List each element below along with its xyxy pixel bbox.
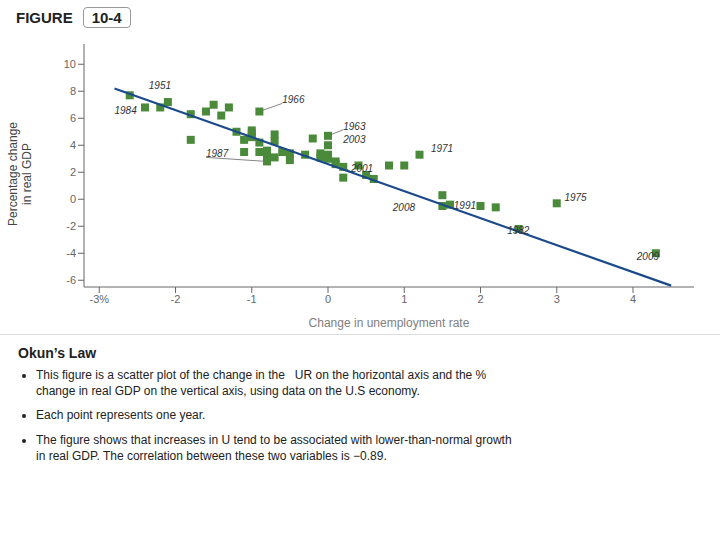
svg-text:2003: 2003	[342, 134, 366, 145]
svg-text:2001: 2001	[350, 163, 373, 174]
svg-text:2: 2	[477, 293, 483, 305]
svg-text:Percentage changein real GDP: Percentage changein real GDP	[8, 122, 34, 226]
svg-text:1991: 1991	[454, 200, 476, 211]
svg-text:2009: 2009	[636, 251, 660, 262]
svg-text:1966: 1966	[282, 94, 305, 105]
svg-text:1975: 1975	[564, 192, 587, 203]
svg-text:6: 6	[70, 112, 76, 124]
html-text:Each point represents one year: Each point represents one year.	[36, 408, 206, 423]
svg-text:10: 10	[64, 58, 76, 70]
svg-text:8: 8	[70, 85, 76, 97]
svg-text:Change in unemployment rate: Change in unemployment rate	[309, 316, 470, 330]
svg-text:3: 3	[554, 293, 560, 305]
svg-text:1987: 1987	[206, 148, 229, 159]
html-text:This figure is a scatter plot: This figure is a scatter plot of the cha…	[36, 368, 487, 399]
html-text:FIGURE: FIGURE	[16, 8, 73, 26]
svg-text:4: 4	[630, 293, 636, 305]
svg-text:1963: 1963	[343, 121, 366, 132]
svg-text:1951: 1951	[149, 80, 171, 91]
svg-text:-1: -1	[247, 293, 257, 305]
svg-text:-2: -2	[171, 293, 181, 305]
svg-text:0: 0	[70, 193, 76, 205]
svg-text:-3%: -3%	[89, 293, 109, 305]
svg-text:1971: 1971	[431, 143, 453, 154]
svg-text:1982: 1982	[507, 225, 530, 236]
svg-text:-6: -6	[66, 274, 76, 286]
html-text:The figure shows that increase: The figure shows that increases in U ten…	[36, 432, 512, 463]
svg-text:1: 1	[401, 293, 407, 305]
svg-text:4: 4	[70, 139, 76, 151]
svg-text:2: 2	[70, 166, 76, 178]
svg-text:-4: -4	[66, 247, 76, 259]
svg-text:1984: 1984	[115, 105, 138, 116]
html-text:10-4: 10-4	[91, 8, 122, 26]
svg-text:2008: 2008	[392, 202, 416, 213]
svg-text:0: 0	[325, 293, 331, 305]
html-text:Okun’s Law: Okun’s Law	[18, 345, 97, 361]
svg-text:-2: -2	[66, 220, 76, 232]
